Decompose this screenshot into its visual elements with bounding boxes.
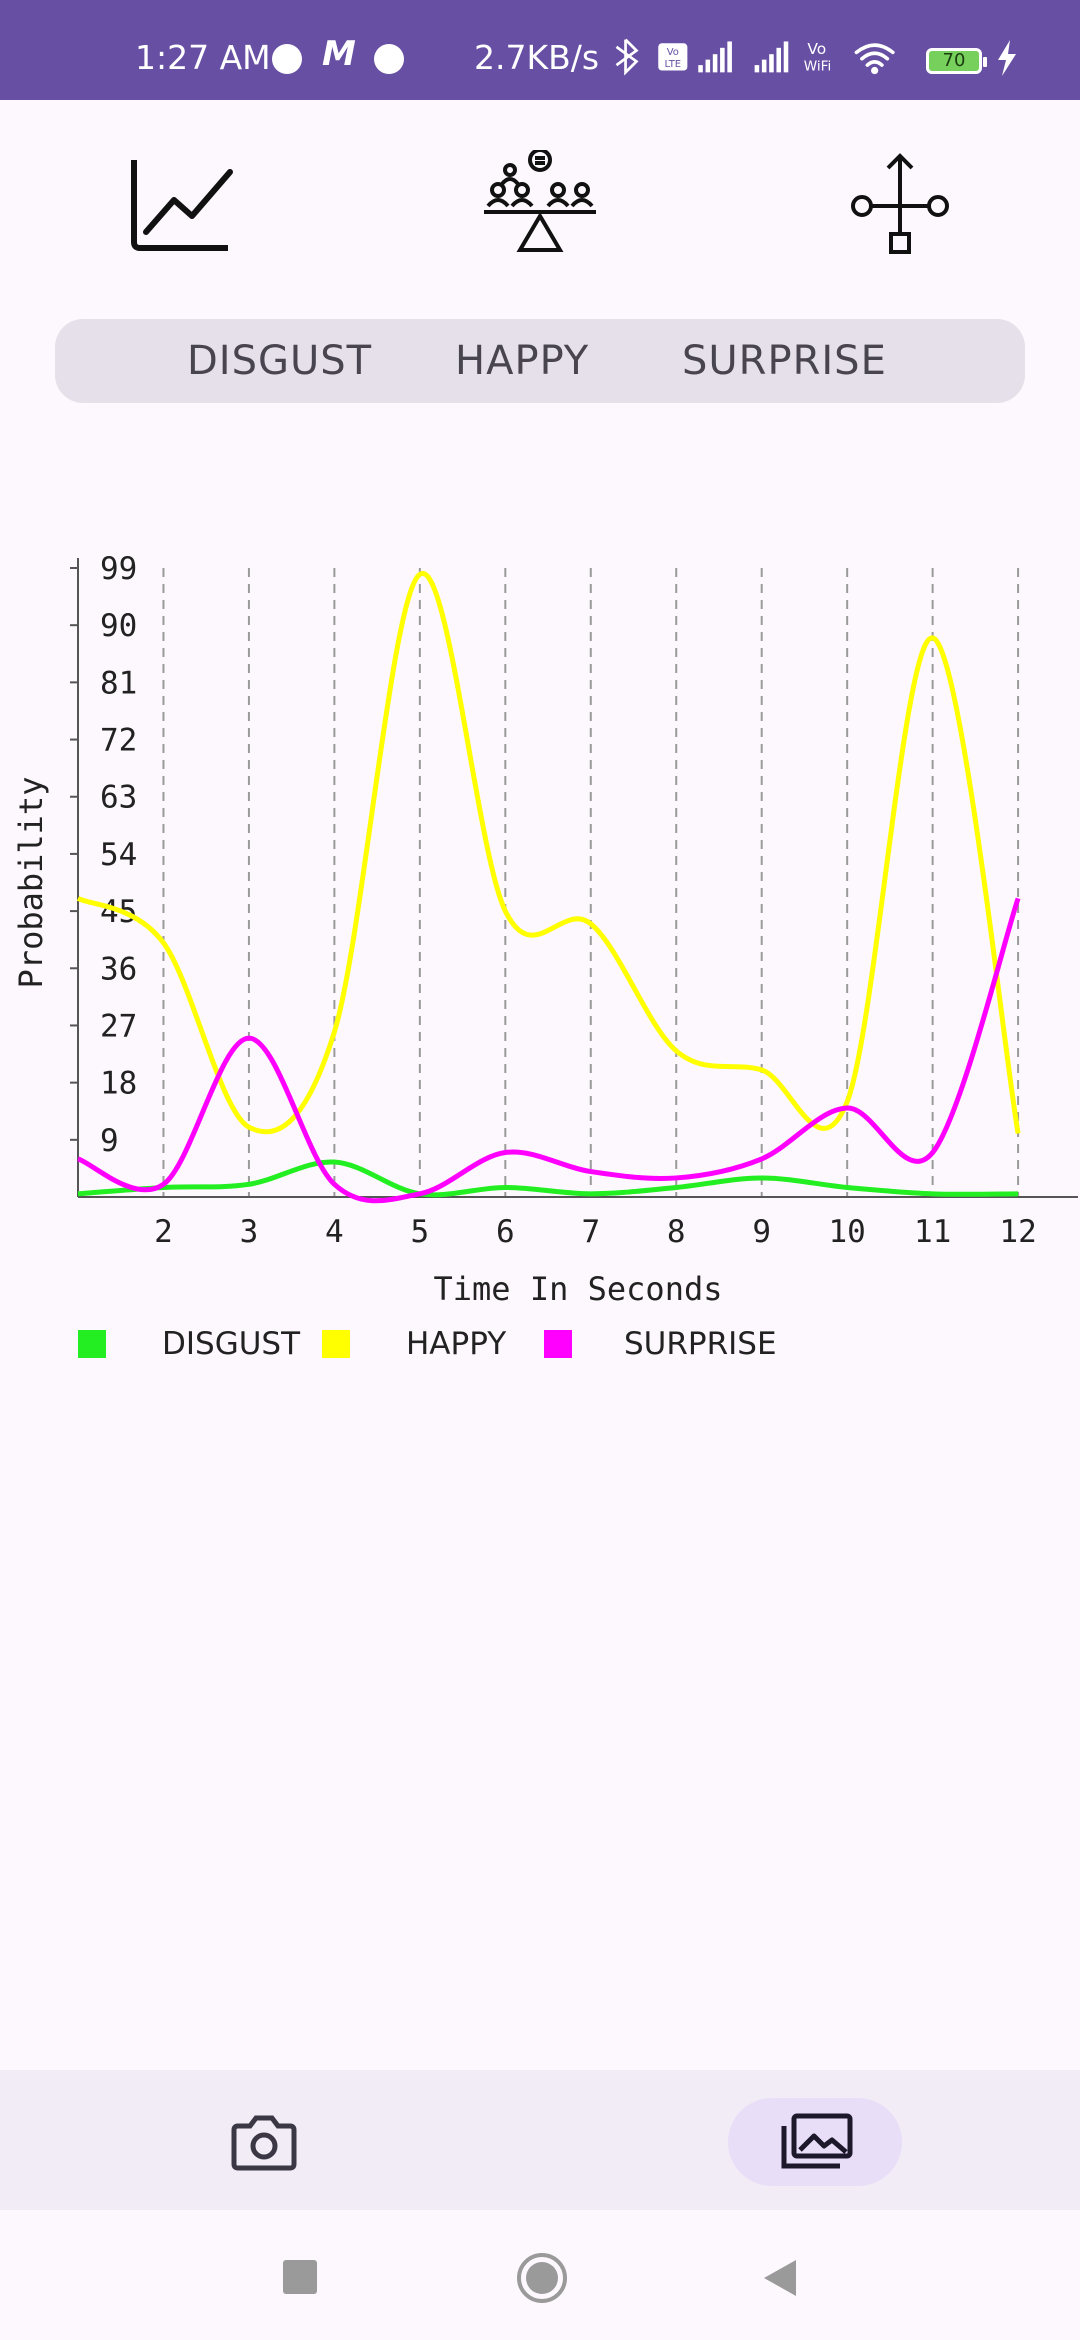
app-notification-icon <box>272 44 302 74</box>
volte-icon: Vo LTE <box>658 43 688 71</box>
legend-swatch <box>322 1330 350 1358</box>
legend-label: SURPRISE <box>624 1326 777 1362</box>
app-notification-icon <box>374 44 404 74</box>
vowifi-icon: Vo WiFi <box>804 40 832 74</box>
legend-swatch <box>544 1330 572 1358</box>
svg-text:Vo: Vo <box>807 40 826 58</box>
home-button[interactable] <box>516 2252 568 2304</box>
legend-swatch <box>78 1330 106 1358</box>
battery-level: 70 <box>942 50 966 71</box>
y-tick-label: 54 <box>100 837 137 873</box>
network-speed: 2.7KB/s <box>474 38 600 77</box>
gallery-tab[interactable] <box>728 2098 902 2186</box>
x-tick-label: 7 <box>581 1214 600 1250</box>
svg-text:WiFi: WiFi <box>804 59 832 75</box>
x-tick-label: 10 <box>828 1214 865 1250</box>
line-chart-icon[interactable] <box>120 150 240 260</box>
y-axis-title: Probability <box>12 777 50 989</box>
y-tick-label: 81 <box>100 665 137 701</box>
y-tick-label: 27 <box>100 1008 137 1044</box>
bluetooth-icon <box>615 38 639 76</box>
y-tick-label: 63 <box>100 780 137 816</box>
x-tick-label: 12 <box>999 1214 1036 1250</box>
x-tick-label: 2 <box>154 1214 173 1250</box>
y-tick-label: 9 <box>100 1123 119 1159</box>
y-tick-label: 72 <box>100 723 137 759</box>
y-tick-label: 18 <box>100 1066 137 1102</box>
y-tick-label: 36 <box>100 951 137 987</box>
charging-icon <box>998 40 1016 76</box>
status-icons: Vo LTE Vo WiFi <box>615 38 895 76</box>
x-tick-label: 9 <box>752 1214 771 1250</box>
x-tick-label: 4 <box>325 1214 344 1250</box>
legend-label: DISGUST <box>162 1326 301 1362</box>
x-tick-label: 5 <box>411 1214 430 1250</box>
series-line-happy <box>76 571 1021 1135</box>
status-time: 1:27 AM <box>135 38 271 77</box>
segment-disgust[interactable]: DISGUST <box>187 338 373 384</box>
y-tick-label: 99 <box>100 551 137 587</box>
system-navigation <box>0 2210 1080 2340</box>
gmail-icon: M <box>322 34 356 74</box>
x-tick-label: 6 <box>496 1214 515 1250</box>
back-button[interactable] <box>760 2256 800 2300</box>
x-tick-label: 3 <box>240 1214 259 1250</box>
series-line-disgust <box>77 1159 1019 1198</box>
signal-icon <box>698 41 732 73</box>
signal-icon <box>754 41 789 73</box>
svg-text:Vo: Vo <box>667 47 679 58</box>
emotion-segmented-control: DISGUST HAPPY SURPRISE <box>55 319 1025 403</box>
emotion-probability-chart: 2 3 4 5 6 7 8 9 10 11 12918273645546372819099Proba… <box>12 551 1078 1308</box>
legend-label: HAPPY <box>406 1326 507 1362</box>
series-line-surprise <box>77 897 1021 1204</box>
recents-button[interactable] <box>283 2260 317 2294</box>
x-axis-title: Time In Seconds <box>434 1270 723 1308</box>
svg-text:LTE: LTE <box>665 59 682 70</box>
status-bar: 1:27 AM M 2.7KB/s Vo LTE Vo WiFi <box>0 0 1080 100</box>
gallery-icon[interactable] <box>770 2112 860 2172</box>
tree-flow-icon[interactable] <box>840 150 960 260</box>
y-tick-label: 90 <box>100 608 137 644</box>
x-tick-label: 11 <box>914 1214 951 1250</box>
group-balance-icon[interactable] <box>480 148 600 260</box>
camera-icon[interactable] <box>222 2112 306 2172</box>
x-tick-label: 8 <box>667 1214 686 1250</box>
battery-icon: 70 <box>926 48 987 74</box>
bottom-navigation <box>0 2070 1080 2210</box>
segment-happy[interactable]: HAPPY <box>455 338 590 384</box>
wifi-icon <box>854 43 895 75</box>
segment-surprise[interactable]: SURPRISE <box>682 338 887 384</box>
